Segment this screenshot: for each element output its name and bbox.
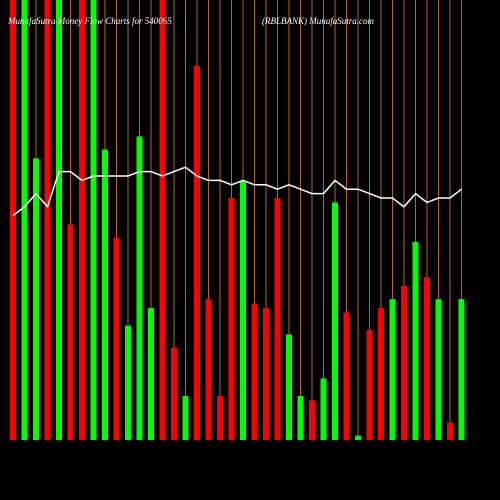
bar: [447, 422, 453, 440]
bar: [389, 299, 396, 440]
bar: [228, 198, 235, 440]
bar: [378, 308, 384, 440]
bar: [412, 242, 419, 440]
bar: [148, 308, 154, 440]
bar: [10, 0, 16, 440]
bar: [44, 0, 51, 440]
bar: [424, 277, 430, 440]
bar: [435, 299, 442, 440]
bar: [136, 136, 143, 440]
bar: [366, 330, 373, 440]
bar: [251, 303, 258, 440]
bar: [217, 396, 223, 440]
bar: [343, 312, 350, 440]
bar: [67, 224, 74, 440]
bar: [240, 180, 246, 440]
chart-title: MunafaSutra Money Flow Charts for 540065: [7, 16, 172, 26]
bar: [458, 299, 465, 440]
money-flow-line: [12, 166, 462, 217]
bar: [401, 286, 407, 440]
chart-subtitle: (RBLBANK) MunafaSutra.com: [262, 16, 374, 26]
bar: [21, 0, 28, 440]
bar: [286, 334, 292, 440]
bar: [205, 299, 212, 440]
bar: [309, 400, 315, 440]
bar: [102, 149, 108, 440]
bar: [274, 198, 281, 440]
bar: [182, 396, 189, 440]
bar: [159, 0, 166, 440]
bar: [113, 237, 120, 440]
bar: [355, 435, 361, 440]
bar: [56, 0, 62, 440]
bar: [125, 325, 131, 440]
bar: [263, 308, 269, 440]
bar: [171, 347, 177, 440]
bar: [90, 0, 97, 440]
bar: [297, 396, 304, 440]
bar: [33, 158, 39, 440]
bar: [79, 0, 85, 440]
bar: [320, 378, 327, 440]
bar: [194, 66, 200, 440]
bar: [332, 202, 338, 440]
bars: [10, 0, 465, 440]
